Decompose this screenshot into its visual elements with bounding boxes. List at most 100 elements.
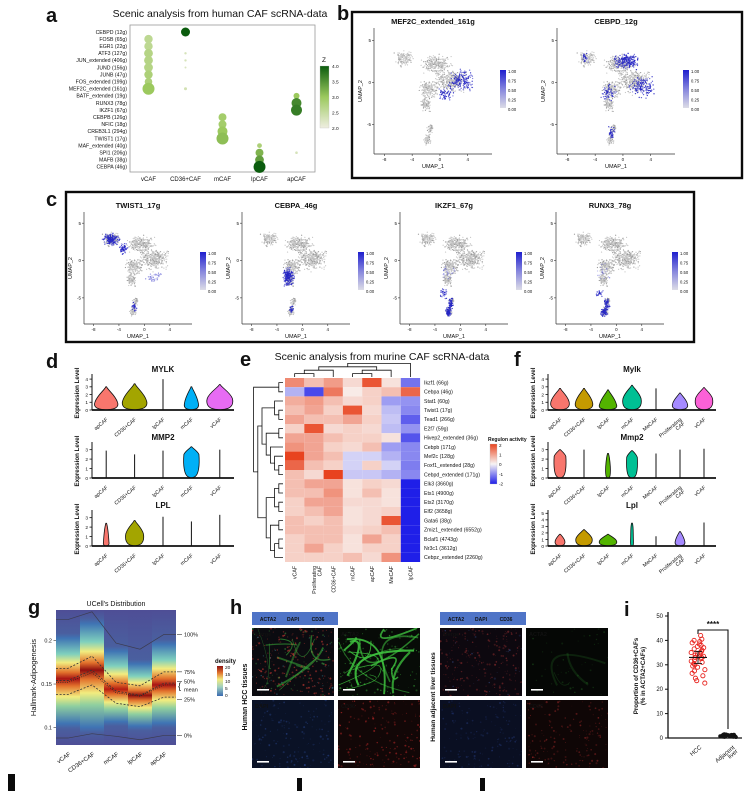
violin-shape (622, 384, 642, 410)
heatmap-cells (285, 378, 421, 562)
y-tick: 0 (394, 258, 397, 263)
x-tick: 4 (327, 327, 330, 332)
legend-tick: 0.75 (508, 79, 517, 84)
heatmap-column-label: ProliferatingCAF (312, 566, 324, 594)
heatmap-row-label: Elf2 (3658g) (424, 509, 453, 515)
legend-tick: 1.00 (208, 251, 217, 256)
x-tick: -8 (250, 327, 254, 332)
tissue-side-label: Human HCC tissues (242, 663, 249, 730)
stain-header-label: DAPI (475, 617, 488, 623)
micrograph-dapi (440, 700, 522, 768)
violin-shape (574, 387, 594, 410)
heatmap-row-label: Nr3c1 (3612g) (424, 546, 457, 552)
stain-header-label: CD36 (500, 617, 513, 623)
category-label: HCC (689, 745, 703, 758)
x-tick: -4 (275, 327, 279, 332)
hcc-points (688, 632, 708, 686)
heatmap-row-label: Hivep2_extended (36g) (424, 436, 478, 442)
y-axis-label: Expression Level (74, 367, 81, 418)
violin-shape (94, 386, 119, 410)
category-label: CD36+CAF (67, 752, 96, 775)
category-label: apCAF (93, 553, 109, 568)
y-tick: 4 (541, 377, 544, 383)
heatmap-row-label: Cebpa (46g) (424, 390, 453, 396)
gene-title: MYLK (152, 365, 175, 374)
x-tick: -4 (117, 327, 121, 332)
regulon-row-label: CEBPA (46g) (97, 165, 128, 171)
legend-tick: 0.50 (524, 270, 533, 275)
gene-title: LPL (155, 501, 170, 510)
y-tick: 2 (541, 392, 544, 398)
gene-title: MMP2 (151, 433, 175, 442)
y-tick: 4 (541, 518, 544, 524)
category-label: apCAF (93, 417, 109, 432)
category-label: CD36+CAF (114, 417, 138, 439)
y-tick: -5 (550, 122, 554, 127)
legend-tick: 0.50 (208, 270, 217, 275)
micrograph-merge (252, 628, 334, 696)
panel-a-title: Scenic analysis from human CAF scRNA-dat… (113, 8, 328, 20)
regulon-row-label: TWIST1 (17g) (94, 136, 127, 142)
category-label: apCAF (547, 485, 563, 500)
category-label: apCAF (547, 553, 563, 568)
quantile-label: 50% (184, 679, 195, 685)
legend-tick: 0.75 (366, 261, 375, 266)
category-label: apCAF (93, 485, 109, 500)
micrograph-merge (440, 628, 522, 696)
y-axis-label: Hallmark-Adipogenesis (29, 639, 38, 716)
tissue-side-label: Human adjacent liver tissues (430, 652, 437, 742)
category-label: MeCAF (642, 417, 659, 433)
violin-shape (553, 449, 567, 478)
y-tick: 5 (551, 38, 554, 43)
micrograph-acta2 (338, 628, 420, 696)
category-label: MeCAF (642, 485, 659, 501)
legend-tick: 0.25 (366, 280, 375, 285)
x-tick: -8 (565, 157, 569, 162)
regulon-row-label: IKZF1 (67g) (99, 108, 127, 114)
heatmap-column-label: MeCAF (389, 566, 395, 584)
micrograph-label: Merge (255, 632, 271, 638)
category-label: lpCAF (151, 485, 166, 499)
heatmap-row-label: Ets2 (3170g) (424, 500, 454, 506)
panel-g-title: UCell's Distribution (87, 601, 146, 608)
legend-tick: 0.50 (691, 88, 700, 93)
legend-tick: -2 (499, 481, 504, 486)
heatmap-row-label: Tead1 (266g) (424, 417, 455, 423)
cropped-panel-label (297, 778, 302, 791)
regulon-row-label: SPI1 (206g) (99, 151, 127, 157)
panel-label-c: c (46, 189, 57, 211)
legend-tick: 1.00 (366, 251, 375, 256)
micrograph-acta2 (526, 628, 608, 696)
y-tick: 2 (541, 457, 544, 463)
legend-tick: 4.0 (332, 64, 339, 70)
micrograph-label: ACTA2 (529, 632, 547, 638)
x-tick: 0 (439, 157, 442, 162)
panel-label-d: d (46, 351, 58, 373)
category-label: lpCAF (151, 417, 166, 431)
y-axis-label: UMAP_2 (358, 80, 364, 102)
y-tick: 0.2 (44, 638, 52, 644)
micrograph-dapi (252, 700, 334, 768)
y-tick: 0 (551, 80, 554, 85)
regulon-row-label: RUNX3 (78g) (96, 101, 127, 107)
legend-tick: 0.75 (208, 261, 217, 266)
y-axis-label: Expression Level (530, 435, 537, 486)
heatmap-column-label: vCAF (293, 566, 299, 579)
heatmap-row-label: E2f7 (59g) (424, 426, 448, 432)
micrograph-cd36 (338, 700, 420, 768)
y-tick: 0 (78, 258, 81, 263)
legend-tick: 3.5 (332, 80, 339, 86)
heatmap-row-label: Twist1 (17g) (424, 408, 453, 414)
category-label: vCAF (56, 752, 72, 766)
x-axis-label: UMAP_1 (599, 334, 621, 340)
y-tick: 0.1 (44, 726, 52, 732)
y-tick: -5 (393, 295, 397, 300)
x-axis-label: UMAP_1 (422, 164, 444, 170)
legend-tick: 10 (225, 679, 231, 685)
stain-header-label: ACTA2 (448, 617, 465, 623)
y-tick: 30 (656, 663, 663, 669)
legend-title: density (215, 659, 237, 665)
y-tick: -5 (235, 295, 239, 300)
